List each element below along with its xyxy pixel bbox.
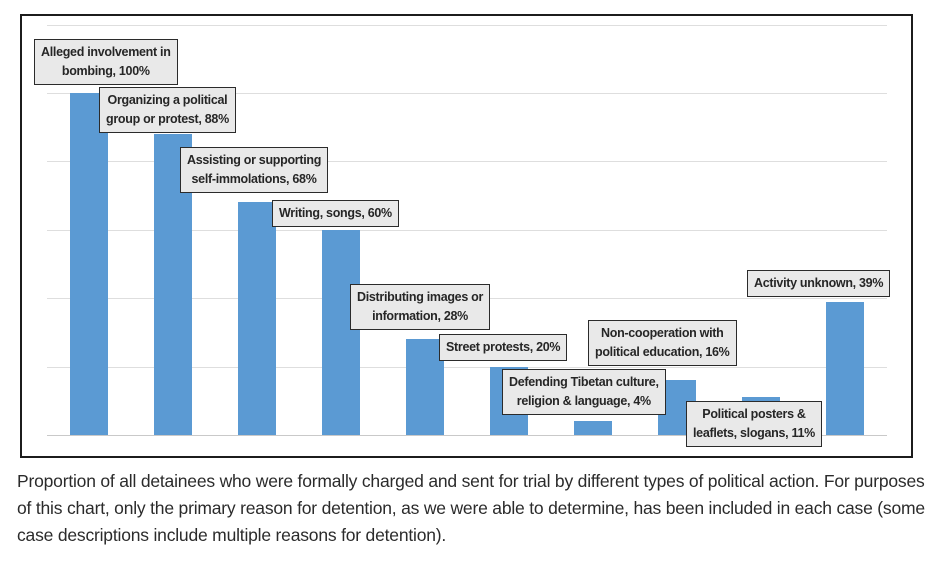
bar-0 xyxy=(70,93,108,435)
label-line: religion & language, 4% xyxy=(516,394,651,408)
label-line: information, 28% xyxy=(372,309,468,323)
plot-area xyxy=(22,16,911,456)
label-line: Activity unknown, 39% xyxy=(754,276,884,290)
data-label-writing-songs: Writing, songs, 60% xyxy=(272,200,399,227)
data-label-activity-unknown: Activity unknown, 39% xyxy=(747,270,891,297)
bar-3 xyxy=(322,230,360,435)
label-line: leaflets, slogans, 11% xyxy=(693,426,815,440)
label-line: Organizing a political xyxy=(107,93,228,107)
data-label-self-immolations: Assisting or supporting self-immolations… xyxy=(180,147,329,193)
gridline-0 xyxy=(47,435,887,436)
label-line: Street protests, 20% xyxy=(446,340,561,354)
data-label-bombing: Alleged involvement in bombing, 100% xyxy=(34,39,178,85)
chart-caption: Proportion of all detainees who were for… xyxy=(17,471,925,545)
label-line: political education, 16% xyxy=(595,345,730,359)
label-line: group or protest, 88% xyxy=(106,112,229,126)
label-line: Alleged involvement in xyxy=(41,45,171,59)
bar-2 xyxy=(238,202,276,435)
data-label-distributing-images: Distributing images or information, 28% xyxy=(350,284,491,330)
label-line: self-immolations, 68% xyxy=(191,172,317,186)
gridline-20 xyxy=(47,367,887,368)
data-label-posters-leaflets: Political posters & leaflets, slogans, 1… xyxy=(686,401,822,447)
chart-frame: Alleged involvement in bombing, 100% Org… xyxy=(20,14,913,458)
label-line: Political posters & xyxy=(702,407,806,421)
data-label-tibetan-culture: Defending Tibetan culture, religion & la… xyxy=(502,369,666,415)
bar-9 xyxy=(826,302,864,435)
label-line: Assisting or supporting xyxy=(187,153,322,167)
gridline-120 xyxy=(47,25,887,26)
gridline-100 xyxy=(47,93,887,94)
label-line: Distributing images or xyxy=(357,290,484,304)
label-line: Defending Tibetan culture, xyxy=(509,375,659,389)
gridline-60 xyxy=(47,230,887,231)
label-line: bombing, 100% xyxy=(61,64,150,78)
label-line: Writing, songs, 60% xyxy=(279,206,392,220)
data-label-organizing: Organizing a political group or protest,… xyxy=(99,87,236,133)
data-label-street-protests: Street protests, 20% xyxy=(439,334,568,361)
data-label-non-cooperation: Non-cooperation with political education… xyxy=(588,320,737,366)
gridline-80 xyxy=(47,161,887,162)
bar-6 xyxy=(574,421,612,435)
bar-4 xyxy=(406,339,444,435)
label-line: Non-cooperation with xyxy=(601,326,724,340)
